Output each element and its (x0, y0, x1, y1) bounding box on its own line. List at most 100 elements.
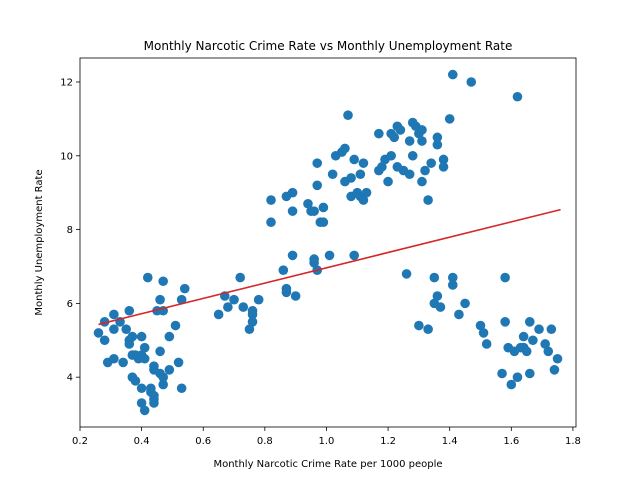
data-point-36 (155, 294, 165, 305)
data-point-20 (136, 331, 147, 342)
chart-title: Monthly Narcotic Crime Rate vs Monthly U… (144, 39, 513, 53)
data-point-112 (404, 169, 415, 180)
data-point-111 (404, 136, 415, 146)
data-point-98 (374, 128, 384, 139)
data-point-159 (543, 346, 554, 357)
data-point-26 (142, 272, 153, 283)
data-point-58 (247, 305, 258, 316)
data-point-25 (139, 405, 150, 416)
data-point-119 (417, 136, 427, 146)
data-point-121 (423, 195, 433, 205)
data-point-13 (127, 331, 138, 342)
data-point-126 (432, 139, 443, 150)
data-point-130 (438, 162, 449, 172)
data-point-102 (383, 176, 393, 187)
data-point-80 (318, 217, 329, 228)
data-point-160 (546, 324, 557, 335)
data-point-117 (417, 176, 427, 187)
data-point-44 (170, 320, 181, 331)
data-point-129 (435, 302, 446, 312)
plot-area (93, 69, 563, 416)
data-point-5 (109, 324, 119, 335)
data-point-143 (500, 272, 510, 283)
data-point-108 (395, 125, 406, 135)
x-axis-title: Monthly Narcotic Crime Rate per 1000 peo… (213, 459, 442, 470)
data-point-73 (309, 206, 319, 216)
data-point-70 (303, 198, 313, 209)
data-point-51 (223, 302, 233, 312)
data-point-127 (432, 132, 443, 143)
data-point-136 (454, 309, 464, 320)
data-point-31 (149, 390, 159, 401)
x-tick-label-0: 0.2 (72, 436, 88, 447)
data-point-95 (358, 158, 369, 168)
data-point-62 (278, 265, 289, 275)
data-point-162 (552, 353, 563, 364)
data-point-120 (420, 165, 430, 176)
data-point-53 (235, 272, 245, 283)
data-point-163 (506, 379, 517, 390)
data-point-42 (164, 365, 175, 375)
data-point-0 (93, 328, 104, 338)
data-point-38 (158, 372, 168, 382)
data-point-48 (179, 283, 190, 294)
data-point-135 (447, 280, 458, 290)
data-point-147 (512, 91, 523, 102)
data-point-128 (432, 291, 443, 301)
data-point-55 (244, 324, 255, 335)
data-point-103 (386, 150, 396, 161)
y-axis-title: Monthly Unemployment Rate (34, 169, 45, 315)
data-point-24 (139, 342, 150, 353)
data-point-77 (312, 180, 323, 191)
data-point-96 (358, 195, 369, 205)
data-point-41 (158, 379, 168, 390)
y-tick-label-3: 10 (60, 151, 73, 162)
data-point-46 (176, 294, 187, 305)
data-point-113 (407, 150, 418, 161)
y-tick-label-4: 12 (60, 77, 73, 88)
data-point-115 (414, 320, 424, 331)
x-tick-label-3: 0.8 (257, 436, 273, 447)
data-point-164 (407, 117, 418, 128)
x-tick-label-2: 0.6 (195, 436, 211, 447)
data-point-10 (124, 305, 135, 316)
data-point-60 (266, 195, 276, 205)
data-point-69 (290, 291, 301, 301)
data-point-54 (238, 302, 249, 312)
data-point-6 (109, 309, 119, 320)
data-point-118 (417, 125, 427, 135)
data-point-156 (528, 335, 538, 346)
data-point-133 (447, 69, 458, 80)
y-axis: 4 6 8 10 12 (60, 77, 80, 384)
data-point-132 (444, 114, 455, 124)
data-point-157 (534, 324, 544, 335)
data-point-134 (447, 272, 458, 283)
data-point-137 (460, 298, 470, 309)
data-point-105 (389, 132, 400, 143)
x-tick-label-8: 1.8 (565, 436, 581, 447)
y-tick-label-2: 8 (67, 225, 73, 236)
data-point-90 (349, 154, 359, 165)
data-point-144 (500, 317, 510, 327)
data-point-37 (155, 346, 165, 357)
data-point-23 (139, 353, 150, 364)
data-point-94 (355, 169, 366, 180)
data-point-21 (136, 383, 147, 394)
data-point-97 (361, 187, 372, 198)
trend-line (98, 208, 561, 326)
x-tick-label-4: 1.0 (319, 436, 335, 447)
data-point-158 (540, 339, 550, 349)
axes-frame (79, 57, 577, 428)
data-point-87 (343, 110, 353, 120)
data-point-65 (281, 287, 292, 298)
data-point-43 (164, 331, 175, 342)
data-point-61 (266, 217, 276, 228)
data-point-74 (309, 258, 319, 268)
data-point-59 (253, 294, 264, 305)
data-point-40 (158, 276, 168, 287)
data-point-110 (401, 269, 412, 279)
data-point-67 (287, 250, 298, 261)
data-point-122 (423, 324, 433, 335)
